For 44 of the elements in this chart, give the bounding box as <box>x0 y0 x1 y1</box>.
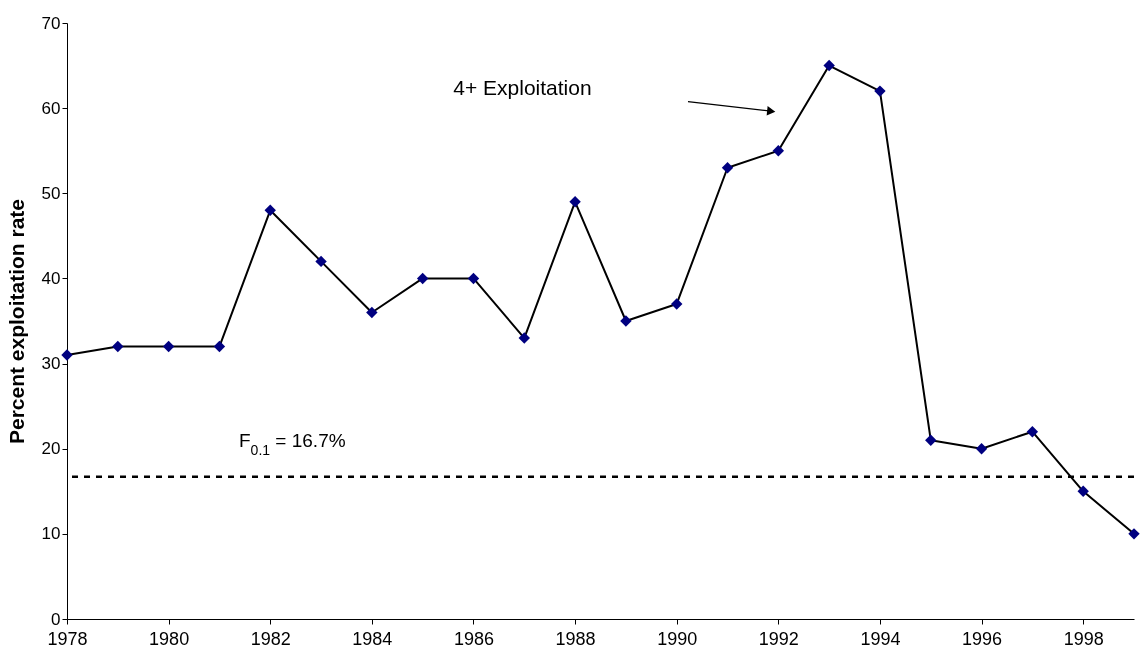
x-tick-label: 1988 <box>555 628 596 649</box>
annotation: 4+ Exploitation <box>453 75 592 99</box>
ref-line-label: F$_{0.1}$ = 16.7% <box>239 429 346 458</box>
point <box>772 145 785 157</box>
y-tick-label: 60 <box>41 98 61 118</box>
x-tick-label: 1994 <box>860 628 901 649</box>
point <box>366 306 378 319</box>
point <box>518 332 530 344</box>
x-tick-label: 1984 <box>352 628 393 649</box>
point <box>823 59 835 72</box>
x-tick-label: 1982 <box>250 628 291 649</box>
point <box>213 340 226 353</box>
x-tick-label: 1986 <box>453 628 494 649</box>
point <box>1026 425 1039 438</box>
y-axis-title: Percent exploitation rate <box>4 198 28 445</box>
point <box>721 162 734 174</box>
y-tick-label: 40 <box>41 268 61 288</box>
x-tick-label: 1998 <box>1063 628 1104 649</box>
point <box>975 443 988 455</box>
point <box>1128 528 1140 540</box>
point <box>467 272 480 285</box>
point <box>620 315 632 327</box>
point <box>671 298 683 310</box>
point <box>1077 485 1089 497</box>
y-tick-label: 10 <box>41 524 61 544</box>
point <box>925 434 937 446</box>
point <box>61 349 73 361</box>
x-tick-label: 1996 <box>962 628 1003 649</box>
point <box>569 196 581 208</box>
point <box>315 255 327 268</box>
x-tick-label: 1990 <box>657 628 698 649</box>
point <box>162 340 175 353</box>
point <box>416 272 429 285</box>
y-tick-label: 30 <box>41 354 61 374</box>
y-tick-label: 20 <box>41 439 61 459</box>
x-tick-label: 1978 <box>47 628 88 649</box>
x-tick-label: 1980 <box>149 628 190 649</box>
x-tick-label: 1992 <box>758 628 799 649</box>
point <box>874 85 886 97</box>
point <box>112 340 124 353</box>
point <box>264 204 276 217</box>
y-tick-label: 70 <box>41 13 61 33</box>
y-tick-label: 50 <box>41 183 61 203</box>
y-tick-label: 0 <box>51 609 61 629</box>
